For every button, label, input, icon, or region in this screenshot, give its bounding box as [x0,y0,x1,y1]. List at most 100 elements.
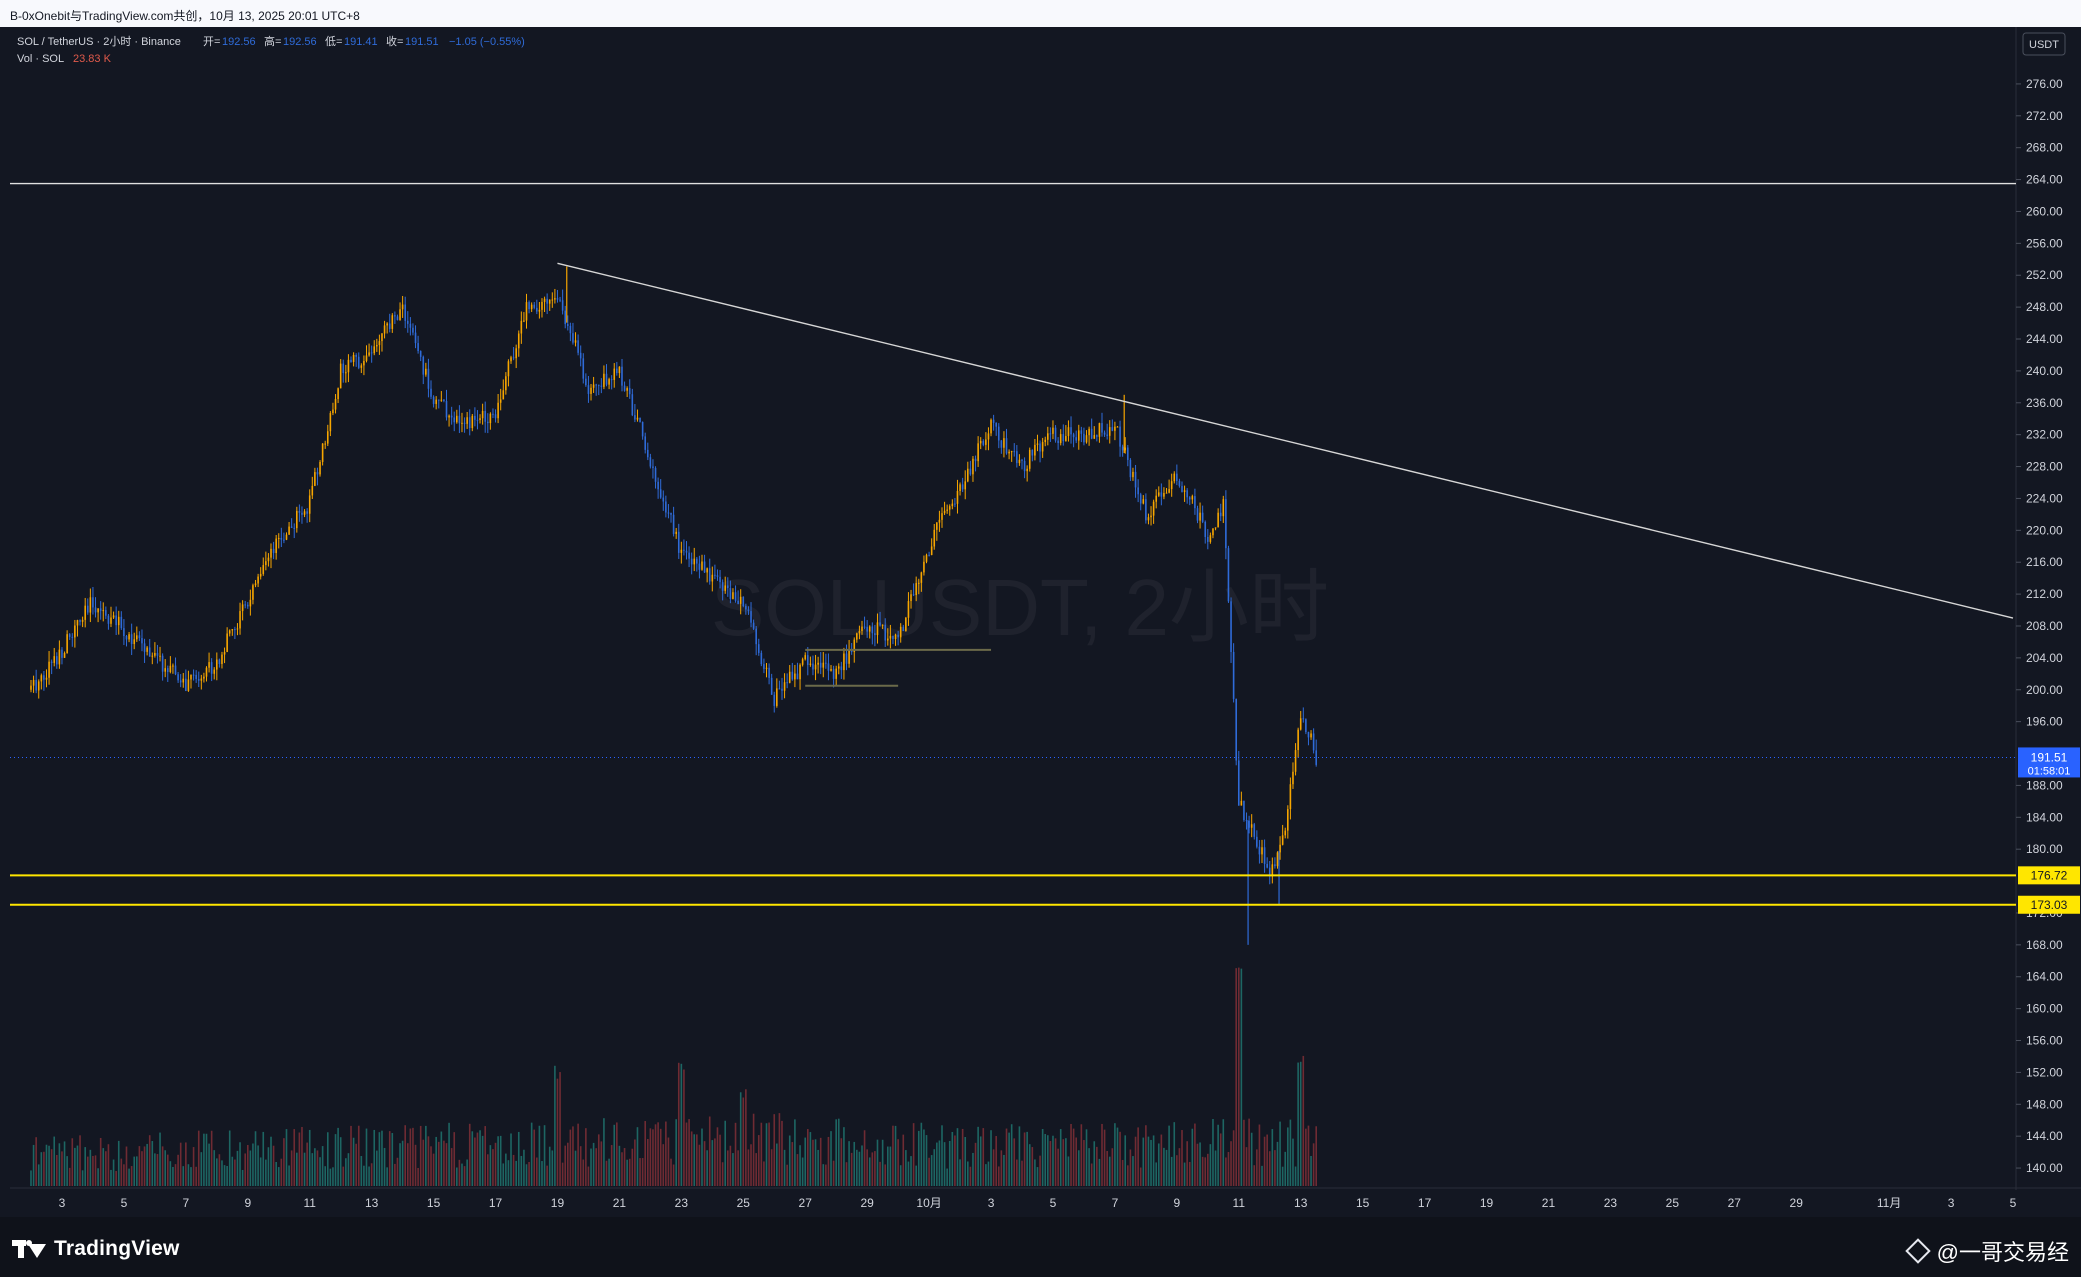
candle-body [50,661,53,663]
volume-bar [646,1138,649,1186]
currency-badge-box[interactable] [2022,32,2066,56]
volume-bar [1305,1128,1307,1186]
volume-bar [156,1154,159,1186]
volume-bar [489,1145,492,1186]
volume-bar [1028,1144,1031,1186]
candle-body [835,668,837,679]
candle-body [1315,750,1318,765]
candle-body [216,659,218,670]
volume-bar [388,1131,391,1186]
volume-bar [1279,1121,1281,1186]
candle-body [817,662,819,665]
candle-body [443,399,445,402]
legend-volume-value: 23.83 K [73,53,112,65]
volume-bar [79,1135,81,1186]
candle-body [861,626,863,632]
candle-body [623,385,626,391]
volume-bar [861,1145,863,1186]
candle-body [463,422,466,424]
volume-bar [1243,1119,1245,1186]
candle-body [856,633,858,640]
volume-bar [267,1147,270,1186]
volume-bar [752,1113,755,1186]
candle-body [143,643,146,652]
volume-bar [277,1167,280,1186]
candle-body [1302,718,1305,720]
candle-body [708,568,711,582]
volume-bar [370,1163,373,1186]
candle-body [561,300,564,311]
candle-body [739,596,742,604]
volume-bar [481,1135,484,1186]
volume-bar [701,1128,703,1186]
drawing-tools[interactable] [10,182,2016,906]
brand-name: TradingView [54,1237,180,1260]
candle-body [866,626,868,632]
descending-trendline[interactable] [557,262,2014,619]
tradingview-brand[interactable]: TradingView [12,1237,180,1261]
volume-bar [221,1160,223,1186]
price-tick-label: 252.00 [2026,268,2063,282]
volume-bar [1191,1128,1194,1186]
candle-body [1219,512,1222,517]
window-titlebar: B-0xOnebit与TradingView.com共创，10月 13, 202… [0,0,2081,28]
chart-frame[interactable]: SOLUSDT, 2小时 SOL / TetherUS · 2小时 · Bina… [0,27,2081,1217]
volume-bar [182,1166,185,1186]
volume-bar [605,1160,608,1186]
volume-bar [1124,1135,1127,1186]
volume-bar [425,1125,427,1186]
volume-bar [783,1149,786,1186]
currency-selector[interactable]: USDT [2022,32,2066,56]
candle-body [148,647,151,657]
volume-bar [523,1149,525,1186]
volume-bar [1096,1146,1098,1186]
volume-bar [814,1139,817,1186]
candle-body [698,563,701,570]
volume-bar [1134,1136,1137,1186]
candle-body [928,554,930,556]
volume-bar [345,1158,347,1186]
candle-body [208,662,210,668]
volume-bar [1307,1125,1310,1186]
support-level-tag: 176.72 [2018,866,2080,885]
volume-bar [505,1153,507,1186]
volume-bar [81,1170,84,1186]
candle-body [1176,473,1178,481]
candle-body [590,387,592,394]
candle-body [159,655,161,657]
price-tick-label: 152.00 [2026,1065,2063,1079]
volume-bar [1145,1125,1147,1186]
plot-area[interactable] [10,27,2016,1190]
price-axis-pane[interactable] [2016,27,2081,1190]
volume-bar [677,1062,680,1186]
volume-bar [1258,1124,1261,1186]
volume-bar [1034,1159,1036,1186]
volume-bar [143,1146,146,1186]
volume-bar [427,1136,430,1186]
volume-bar [1052,1135,1054,1186]
candle-body [788,671,791,683]
time-tick-label: 19 [551,1196,565,1210]
volume-bar [239,1142,241,1186]
currency-badge-label[interactable]: USDT [2029,39,2059,51]
volume-bar [430,1146,432,1186]
chart-canvas[interactable]: SOLUSDT, 2小时 SOL / TetherUS · 2小时 · Bina… [0,27,2081,1217]
support-level-tag-bg [2018,895,2080,914]
volume-bar [670,1158,672,1186]
candle-body [1075,437,1077,441]
candle-body [120,616,123,629]
volume-bar [246,1145,249,1186]
candle-body [337,388,339,400]
candle-body [662,497,665,502]
volume-bar [1010,1124,1013,1186]
volume-bar [569,1129,572,1186]
volume-bar [1085,1129,1088,1186]
volume-bar [1230,1141,1232,1186]
candle-body [136,635,138,640]
volume-bar [172,1166,174,1186]
candle-body [1188,497,1191,500]
volume-bar [404,1125,407,1186]
candle-body [956,490,959,504]
candle-body [819,662,822,668]
volume-bar [63,1141,66,1186]
